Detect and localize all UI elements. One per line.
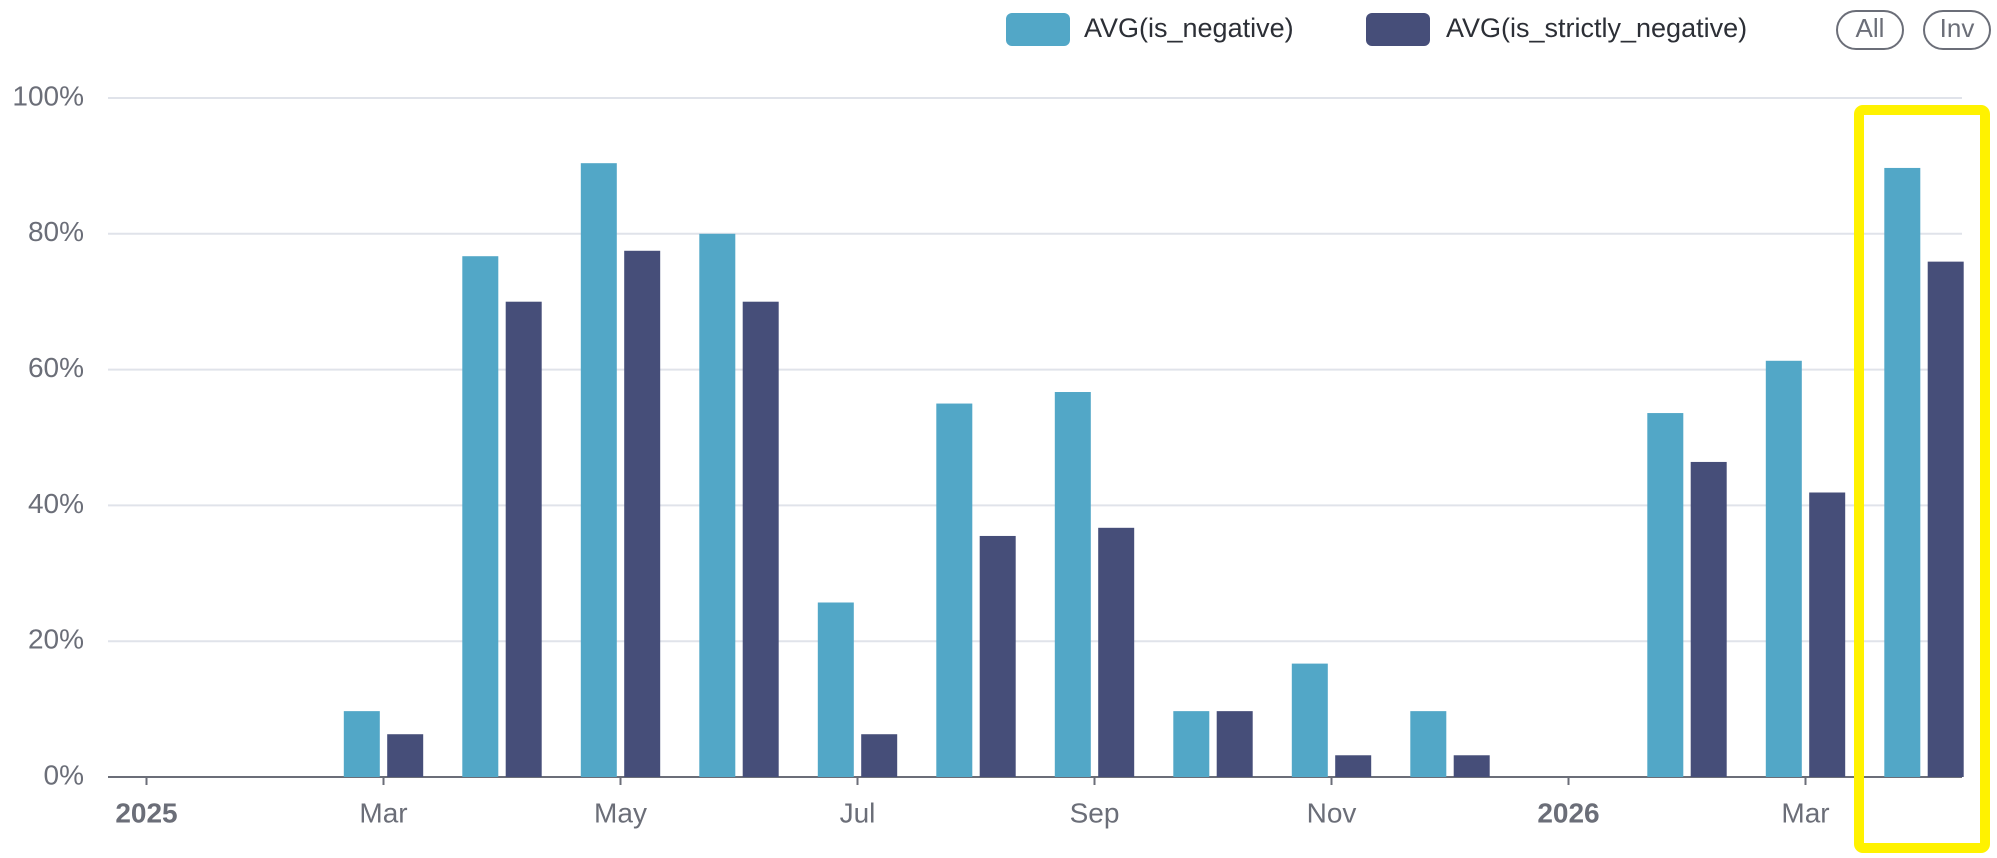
bar — [624, 250, 661, 777]
bar — [343, 711, 380, 777]
x-tick-label: 2025 — [115, 797, 177, 828]
bar — [979, 535, 1016, 777]
x-tick-label: Nov — [1307, 797, 1357, 828]
bar — [817, 602, 854, 777]
bar — [861, 734, 898, 777]
bar — [1335, 755, 1372, 777]
bar — [1927, 261, 1964, 777]
highlight-box — [1854, 105, 1990, 853]
x-tick-label: Mar — [359, 797, 407, 828]
bar — [1054, 392, 1091, 777]
y-tick-label: 20% — [28, 624, 84, 655]
bar — [742, 301, 779, 777]
legend-swatch — [1006, 13, 1070, 46]
y-tick-label: 60% — [28, 352, 84, 383]
bar — [1173, 711, 1210, 777]
legend-label: AVG(is_strictly_negative) — [1446, 13, 1747, 43]
bar — [1809, 492, 1846, 777]
y-tick-label: 80% — [28, 216, 84, 247]
x-tick-label: May — [594, 797, 647, 828]
bar — [1647, 413, 1684, 777]
button[interactable] — [1923, 10, 1991, 50]
bar — [462, 256, 499, 777]
bar — [505, 301, 542, 777]
bar — [699, 233, 736, 778]
bar — [1453, 755, 1490, 777]
bar — [1690, 461, 1727, 777]
y-tick-label: 0% — [44, 759, 84, 790]
bar — [1765, 360, 1802, 777]
x-tick-label: Jul — [840, 797, 876, 828]
bar — [1216, 711, 1253, 777]
legend-swatch — [1366, 13, 1430, 46]
y-tick-label: 40% — [28, 488, 84, 519]
bar — [936, 403, 973, 777]
bar — [1410, 711, 1447, 777]
bar — [1291, 663, 1328, 777]
bar — [1098, 527, 1135, 777]
bar — [387, 734, 424, 777]
bar — [580, 163, 617, 777]
x-tick-label: Mar — [1781, 797, 1829, 828]
x-tick-label: Sep — [1070, 797, 1120, 828]
bar — [1884, 167, 1921, 777]
button[interactable] — [1836, 10, 1904, 50]
y-tick-label: 100% — [12, 80, 84, 111]
button-label[interactable]: Inv — [1940, 13, 1975, 43]
x-tick-label: 2026 — [1537, 797, 1599, 828]
button-label[interactable]: All — [1856, 13, 1885, 43]
legend-label: AVG(is_negative) — [1084, 13, 1294, 43]
